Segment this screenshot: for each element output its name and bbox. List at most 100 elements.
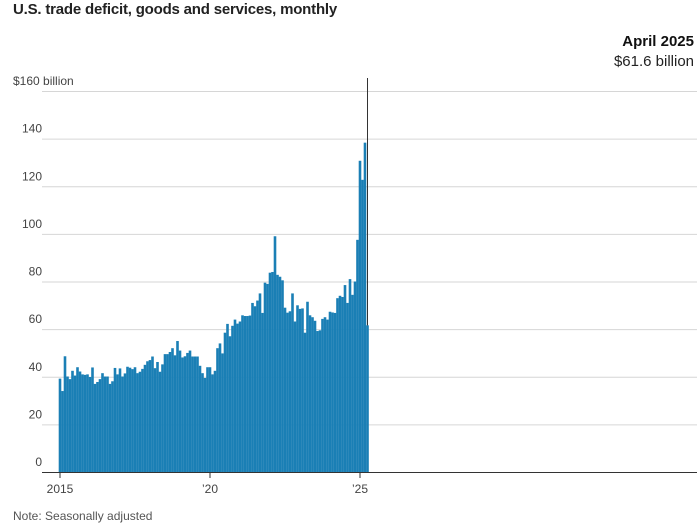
bar xyxy=(361,179,364,472)
bar xyxy=(353,281,357,472)
x-tick-label: ’25 xyxy=(352,482,368,496)
bar xyxy=(98,379,102,472)
bar xyxy=(93,383,97,472)
bar xyxy=(293,321,297,472)
bar xyxy=(148,360,152,472)
bar xyxy=(256,300,259,472)
bar xyxy=(291,293,294,472)
y-tick-label: 20 xyxy=(29,407,43,421)
bar xyxy=(168,351,172,472)
bar xyxy=(108,383,112,472)
bar xyxy=(178,350,182,472)
y-tick-label: $160 billion xyxy=(13,74,74,88)
bar xyxy=(321,318,324,472)
bar xyxy=(356,239,359,472)
bar xyxy=(106,376,109,472)
bar xyxy=(318,330,322,472)
bar xyxy=(138,371,142,472)
bar xyxy=(101,373,104,472)
bar xyxy=(348,279,352,472)
bar xyxy=(366,325,369,472)
bar xyxy=(261,312,264,472)
bar xyxy=(303,332,307,472)
bar xyxy=(83,374,87,472)
bar xyxy=(118,368,122,472)
x-tick-label: ’20 xyxy=(202,482,218,496)
bar xyxy=(298,308,302,472)
bar xyxy=(281,280,284,472)
y-tick-label: 80 xyxy=(29,265,43,279)
bar xyxy=(213,370,217,472)
bar xyxy=(121,376,124,472)
bar xyxy=(166,354,169,472)
bar xyxy=(316,331,319,472)
bar xyxy=(196,356,199,472)
bar xyxy=(158,371,162,472)
bar xyxy=(278,276,282,472)
bar xyxy=(343,285,347,472)
bar xyxy=(283,307,287,472)
bar xyxy=(273,236,277,472)
bar xyxy=(253,306,257,472)
bar xyxy=(153,368,157,472)
bar xyxy=(126,366,129,472)
bar xyxy=(238,321,242,472)
bar xyxy=(96,381,99,472)
bar xyxy=(286,312,289,472)
bar xyxy=(243,316,247,472)
bar xyxy=(186,352,189,472)
callout-value: $61.6 billion xyxy=(613,53,694,70)
bar xyxy=(111,381,114,472)
bar xyxy=(91,367,94,472)
y-tick-label: 0 xyxy=(35,455,42,469)
bar xyxy=(221,353,224,472)
bar xyxy=(218,343,222,472)
bar xyxy=(336,298,339,472)
bar xyxy=(266,283,269,472)
bar xyxy=(341,296,344,472)
bar xyxy=(71,370,74,472)
bar xyxy=(76,367,79,472)
bar xyxy=(306,301,309,472)
y-tick-label: 40 xyxy=(29,360,43,374)
x-tick-label: 2015 xyxy=(47,482,74,496)
bar xyxy=(331,312,334,472)
bar xyxy=(136,373,139,472)
bar xyxy=(216,348,219,472)
bar xyxy=(338,295,342,472)
bar xyxy=(358,160,362,472)
bar xyxy=(288,311,292,472)
bar xyxy=(88,376,92,472)
bar xyxy=(78,371,82,472)
bar xyxy=(363,142,367,473)
bar xyxy=(131,369,134,472)
bar xyxy=(248,315,252,472)
bar xyxy=(146,361,149,472)
bar xyxy=(326,319,329,472)
bar xyxy=(231,325,234,472)
bar xyxy=(181,357,184,472)
bar xyxy=(271,271,274,472)
y-tick-label: 140 xyxy=(22,122,42,136)
bar xyxy=(251,302,254,472)
bar xyxy=(211,374,214,472)
bar xyxy=(328,311,332,472)
bar xyxy=(103,376,107,472)
bar xyxy=(68,379,72,472)
bar xyxy=(176,341,179,472)
bar xyxy=(156,361,159,472)
bar xyxy=(123,373,127,472)
bar xyxy=(296,305,299,472)
bar xyxy=(301,308,304,472)
bar xyxy=(226,323,229,472)
bars xyxy=(58,142,369,473)
bar xyxy=(193,356,197,472)
bar xyxy=(61,391,64,472)
bar xyxy=(201,373,204,472)
chart-title: U.S. trade deficit, goods and services, … xyxy=(13,1,338,18)
bar xyxy=(66,376,69,472)
bar xyxy=(246,316,249,472)
bar xyxy=(313,320,317,472)
bar xyxy=(241,315,244,472)
